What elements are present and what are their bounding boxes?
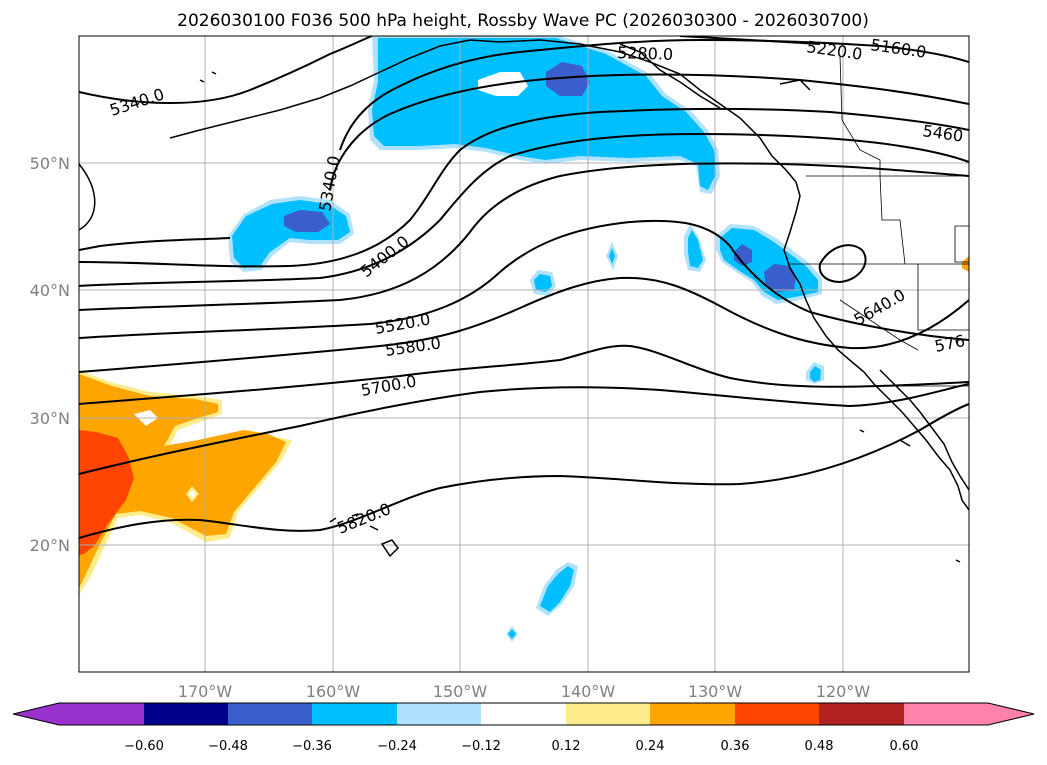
- positive-anomaly-region: [79, 370, 292, 595]
- colorbar-tick-label: 0.24: [636, 739, 665, 754]
- lat-label: 50°N: [30, 154, 70, 173]
- coastlines: [79, 39, 969, 563]
- colorbar-segment: [144, 703, 228, 725]
- colorbar-outline: [12, 702, 1035, 726]
- colorbar-segment: [481, 703, 566, 725]
- colorbar-tick-label: 0.12: [552, 739, 581, 754]
- lon-label: 140°W: [561, 682, 616, 701]
- lon-label: 160°W: [306, 682, 361, 701]
- colorbar-tick-label: 0.60: [890, 739, 919, 754]
- lon-label: 170°W: [178, 682, 233, 701]
- colorbar-segment: [397, 703, 481, 725]
- lon-label: 150°W: [433, 682, 488, 701]
- colorbar-tick-label: −0.48: [208, 739, 248, 754]
- latitude-labels: 50°N 40°N 30°N 20°N: [30, 154, 70, 555]
- colorbar-tick-label: 0.36: [721, 739, 750, 754]
- contour-label-group: 5340.0 5340.0 5160.0 5220.0 5280.0 5460 …: [107, 36, 966, 538]
- colorbar-tick-label: −0.12: [461, 739, 501, 754]
- colorbar-segment: [566, 703, 650, 725]
- lon-label: 130°W: [688, 682, 743, 701]
- colorbar-segment: [650, 703, 735, 725]
- colorbar-tick-label: 0.48: [805, 739, 834, 754]
- colorbar-tick-label: −0.60: [124, 739, 164, 754]
- colorbar-tick-label: −0.24: [377, 739, 417, 754]
- colorbar-segment: [735, 703, 819, 725]
- colorbar-ticks: −0.60 −0.48 −0.36 −0.24 −0.12 0.12 0.24 …: [124, 739, 918, 754]
- colorbar-segment: [819, 703, 904, 725]
- colorbar-segment: [13, 703, 144, 725]
- height-contours: [79, 36, 969, 539]
- lat-label: 30°N: [30, 409, 70, 428]
- lat-label: 40°N: [30, 281, 70, 300]
- graticule: [79, 36, 969, 672]
- map-frame: [78, 35, 970, 673]
- figure-title: 2026030100 F036 500 hPa height, Rossby W…: [177, 11, 869, 31]
- colorbar-segment: [904, 703, 1034, 725]
- contour-label: 5280.0: [617, 43, 674, 64]
- colorbar-segments: [13, 703, 1034, 725]
- colorbar-segment: [312, 703, 397, 725]
- colorbar-tick-label: −0.36: [292, 739, 332, 754]
- colorbar: −0.60 −0.48 −0.36 −0.24 −0.12 0.12 0.24 …: [12, 702, 1035, 754]
- colorbar-segment: [228, 703, 312, 725]
- longitude-labels: 170°W 160°W 150°W 140°W 130°W 120°W: [178, 682, 871, 701]
- map-panel: 5340.0 5340.0 5160.0 5220.0 5280.0 5460 …: [78, 35, 970, 673]
- lon-label: 120°W: [816, 682, 871, 701]
- lat-label: 20°N: [30, 536, 70, 555]
